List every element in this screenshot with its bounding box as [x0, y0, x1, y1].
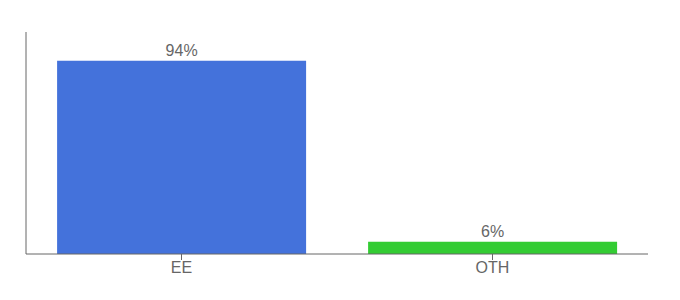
svg-text:6%: 6% — [481, 223, 504, 240]
svg-text:OTH: OTH — [476, 259, 510, 276]
svg-text:EE: EE — [171, 259, 192, 276]
svg-text:94%: 94% — [166, 42, 198, 59]
